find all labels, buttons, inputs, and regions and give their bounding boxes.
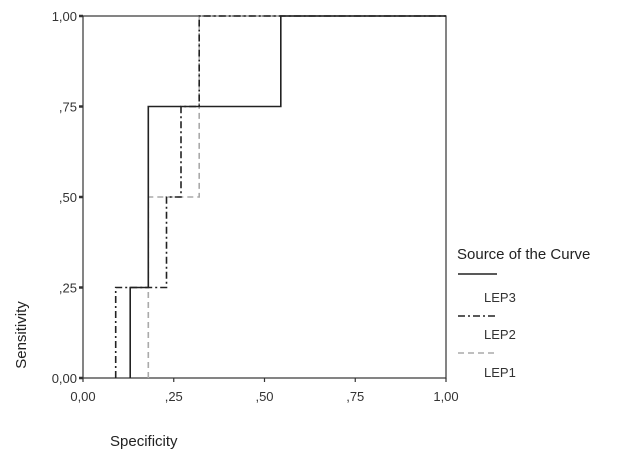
legend-label-lep1: LEP1 [484,365,516,380]
y-tick-label: ,50 [59,190,77,205]
axis-ticks: 0,00 0,00 ,25 ,25 ,50 ,50 ,75 ,75 1,00 1,00 [52,9,459,404]
y-tick-label: 0,00 [52,371,77,386]
x-axis-title: Specificity [110,433,178,450]
y-tick-label: ,25 [59,281,77,296]
y-axis-title: Sensitivity [13,301,30,369]
y-tick-label: ,75 [59,100,77,115]
x-tick-label: ,25 [165,389,183,404]
series-line-lep3 [129,15,446,378]
x-tick-label: 1,00 [433,389,458,404]
legend-title: Source of the Curve [457,246,590,263]
plot-frame [82,15,447,379]
legend-label-lep3: LEP3 [484,290,516,305]
roc-curves [114,15,446,378]
legend-label-lep2: LEP2 [484,327,516,342]
series-line-lep1 [147,15,446,378]
x-tick-label: ,50 [255,389,273,404]
y-tick-label: 1,00 [52,9,77,24]
x-tick-label: 0,00 [70,389,95,404]
legend-swatches [458,273,497,354]
x-tick-label: ,75 [346,389,364,404]
